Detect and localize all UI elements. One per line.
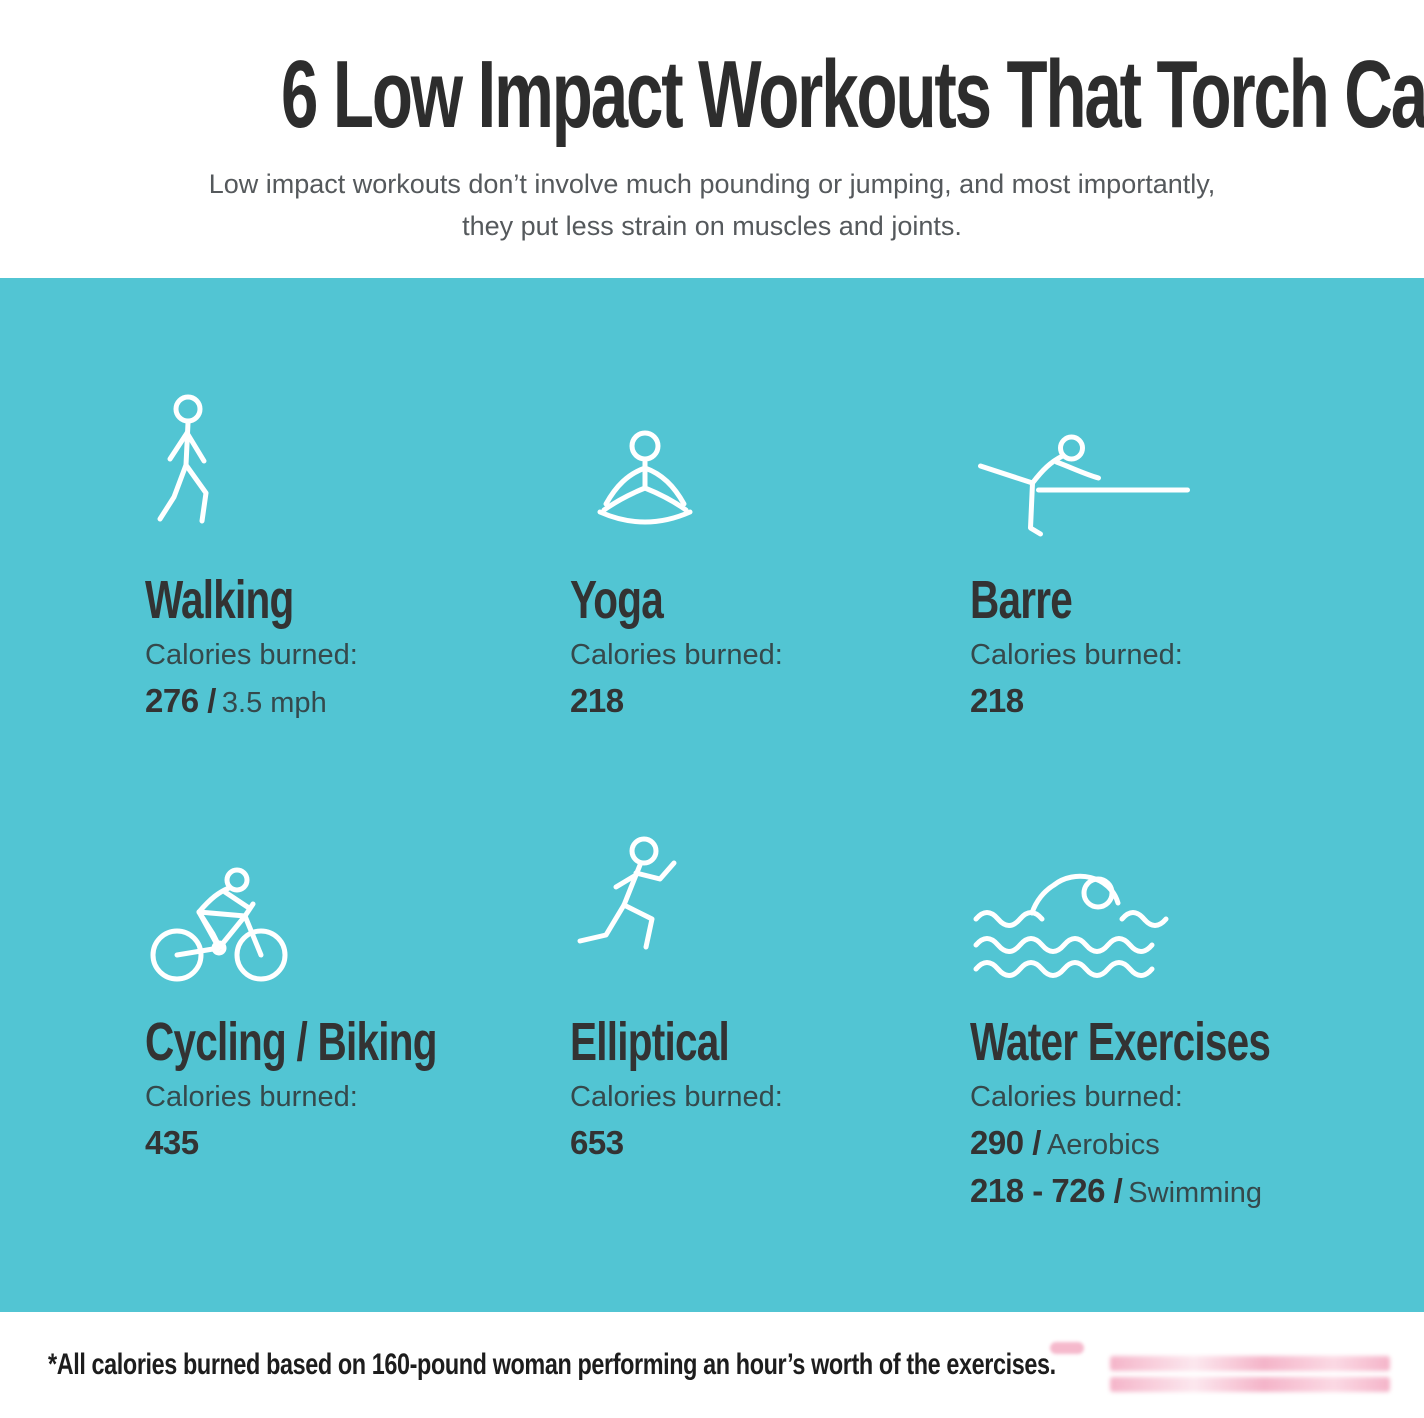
workout-title: Cycling / Biking xyxy=(145,1012,438,1072)
elliptical-icon xyxy=(570,820,970,985)
workout-section: Walking Calories burned: 276 /3.5 mph xyxy=(0,278,1424,1312)
calories-number: 290 / xyxy=(970,1124,1041,1161)
calories-value: 218 xyxy=(570,682,970,720)
calories-label: Calories burned: xyxy=(970,639,1183,671)
workout-card-water-exercises: Water Exercises Calories burned: 290 /Ae… xyxy=(970,820,1424,1210)
barre-icon xyxy=(970,378,1424,543)
subtitle: Low impact workouts don’t involve much p… xyxy=(0,164,1424,248)
swimmer-icon xyxy=(970,820,1424,985)
calories-qualifier: 3.5 mph xyxy=(221,687,327,719)
calories-number: 218 - 726 / xyxy=(970,1172,1123,1209)
calories-label: Calories burned: xyxy=(145,639,358,671)
calories-label: Calories burned: xyxy=(570,1081,783,1113)
workout-card-barre: Barre Calories burned: 218 xyxy=(970,378,1424,720)
subtitle-line-2: they put less strain on muscles and join… xyxy=(462,210,962,241)
workout-grid: Walking Calories burned: 276 /3.5 mph xyxy=(145,378,1424,1210)
watermark-line-1 xyxy=(1110,1356,1390,1371)
cycling-icon xyxy=(145,820,570,985)
infographic-footer: *All calories burned based on 160-pound … xyxy=(0,1312,1424,1418)
calories-number: 653 xyxy=(570,1124,624,1161)
calories-value-aerobics: 290 /Aerobics xyxy=(970,1124,1424,1162)
footnote: *All calories burned based on 160-pound … xyxy=(48,1348,1056,1381)
calories-label: Calories burned: xyxy=(570,639,783,671)
calories-value: 276 /3.5 mph xyxy=(145,682,570,720)
workout-title: Barre xyxy=(970,570,1073,630)
calories-qualifier: Aerobics xyxy=(1046,1129,1160,1161)
watermark-line-2 xyxy=(1110,1377,1390,1392)
workout-card-walking: Walking Calories burned: 276 /3.5 mph xyxy=(145,378,570,720)
calories-value: 435 xyxy=(145,1124,570,1162)
calories-label: Calories burned: xyxy=(145,1081,358,1113)
workout-title: Water Exercises xyxy=(970,1012,1271,1072)
calories-value: 653 xyxy=(570,1124,970,1162)
workout-title: Elliptical xyxy=(570,1012,730,1072)
calories-number: 218 xyxy=(570,682,624,719)
workout-card-yoga: Yoga Calories burned: 218 xyxy=(570,378,970,720)
calories-qualifier: Swimming xyxy=(1128,1177,1263,1209)
subtitle-line-1: Low impact workouts don’t involve much p… xyxy=(208,169,1216,199)
walking-icon xyxy=(145,378,570,543)
calories-number: 276 / xyxy=(145,682,216,719)
watermark xyxy=(1050,1342,1390,1392)
calories-value-swimming: 218 - 726 /Swimming xyxy=(970,1172,1424,1210)
workout-title: Walking xyxy=(145,570,294,630)
yoga-icon xyxy=(570,378,970,543)
calories-number: 435 xyxy=(145,1124,199,1161)
workout-title: Yoga xyxy=(570,570,664,630)
workout-card-cycling: Cycling / Biking Calories burned: 435 xyxy=(145,820,570,1210)
watermark-mark xyxy=(1050,1342,1084,1354)
infographic-header: 6 Low Impact Workouts That Torch Calorie… xyxy=(0,0,1424,278)
workout-card-elliptical: Elliptical Calories burned: 653 xyxy=(570,820,970,1210)
calories-label: Calories burned: xyxy=(970,1081,1183,1113)
calories-value: 218 xyxy=(970,682,1424,720)
page-title: 6 Low Impact Workouts That Torch Calorie… xyxy=(281,41,1424,148)
calories-number: 218 xyxy=(970,682,1024,719)
